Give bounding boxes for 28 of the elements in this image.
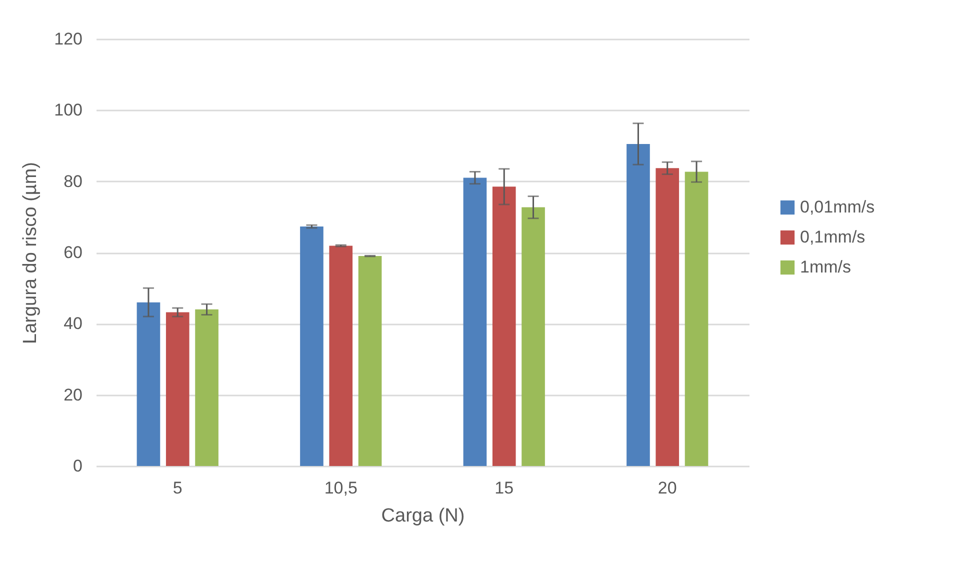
bar: [522, 207, 545, 466]
x-tick-label: 15: [494, 478, 514, 498]
x-tick-label: 5: [172, 478, 182, 498]
bar: [195, 309, 218, 466]
y-tick-label: 80: [64, 172, 82, 191]
y-tick-label: 40: [64, 314, 82, 334]
x-tick-label: 10,5: [324, 478, 358, 498]
x-tick-label: 20: [658, 478, 677, 498]
bar: [684, 172, 708, 466]
bar: [300, 226, 324, 466]
legend-label: 0,01mm/s: [800, 198, 875, 216]
bar: [166, 312, 190, 466]
bar: [626, 144, 650, 466]
bar: [329, 246, 353, 466]
y-tick-label: 0: [73, 456, 82, 476]
legend-label: 0,1mm/s: [800, 228, 866, 246]
bar: [136, 302, 160, 466]
x-axis-title: Carga (N): [381, 506, 465, 526]
bar: [656, 168, 680, 466]
y-tick-label: 60: [64, 243, 82, 262]
bar: [463, 178, 487, 466]
y-axis-title: Largura do risco (µm): [20, 162, 42, 344]
y-tick-label: 20: [64, 385, 82, 404]
y-tick-label: 100: [54, 100, 82, 120]
legend-label: 1mm/s: [800, 258, 851, 276]
bar: [492, 186, 516, 466]
y-tick-label: 120: [54, 30, 82, 48]
bar: [358, 256, 382, 466]
